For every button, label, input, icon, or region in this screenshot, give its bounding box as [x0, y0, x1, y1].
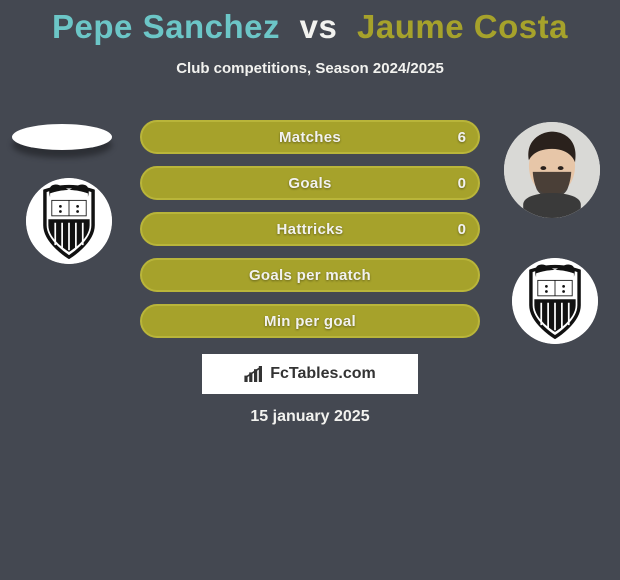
source-watermark: FcTables.com [202, 354, 418, 394]
player2-name: Jaume Costa [357, 8, 568, 45]
shield-icon [26, 178, 112, 264]
stat-label: Hattricks [277, 221, 344, 238]
barchart-icon [244, 366, 264, 382]
vs-label: vs [300, 8, 338, 45]
stat-value-right: 0 [458, 221, 466, 238]
stat-value-right: 0 [458, 175, 466, 192]
player2-avatar [504, 122, 600, 218]
stats-column: Matches 6 Goals 0 Hattricks 0 Goals per match M… [140, 120, 480, 350]
stat-row: Goals 0 [140, 166, 480, 200]
comparison-card: Pepe Sanchez vs Jaume Costa Club competi… [0, 0, 620, 580]
subtitle: Club competitions, Season 2024/2025 [0, 60, 620, 77]
player2-club-crest [512, 258, 598, 344]
watermark-text: FcTables.com [270, 365, 376, 383]
stat-label: Min per goal [264, 313, 356, 330]
shield-icon [512, 258, 598, 344]
player1-club-crest [26, 178, 112, 264]
stat-label: Goals [288, 175, 331, 192]
player1-name: Pepe Sanchez [52, 8, 280, 45]
face-icon [504, 122, 600, 218]
stat-row: Matches 6 [140, 120, 480, 154]
stat-value-right: 6 [458, 129, 466, 146]
date-label: 15 january 2025 [0, 408, 620, 426]
stat-row: Hattricks 0 [140, 212, 480, 246]
player1-avatar-placeholder [12, 124, 112, 150]
title-row: Pepe Sanchez vs Jaume Costa [0, 0, 620, 46]
stat-row: Min per goal [140, 304, 480, 338]
stat-label: Goals per match [249, 267, 371, 284]
stat-label: Matches [279, 129, 341, 146]
stat-row: Goals per match [140, 258, 480, 292]
